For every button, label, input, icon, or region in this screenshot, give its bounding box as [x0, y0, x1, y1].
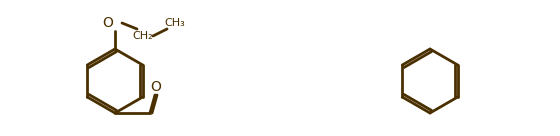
- Text: O: O: [151, 80, 161, 94]
- Text: CH₃: CH₃: [165, 18, 185, 28]
- Text: O: O: [102, 16, 114, 30]
- Text: CH₂: CH₂: [133, 31, 153, 41]
